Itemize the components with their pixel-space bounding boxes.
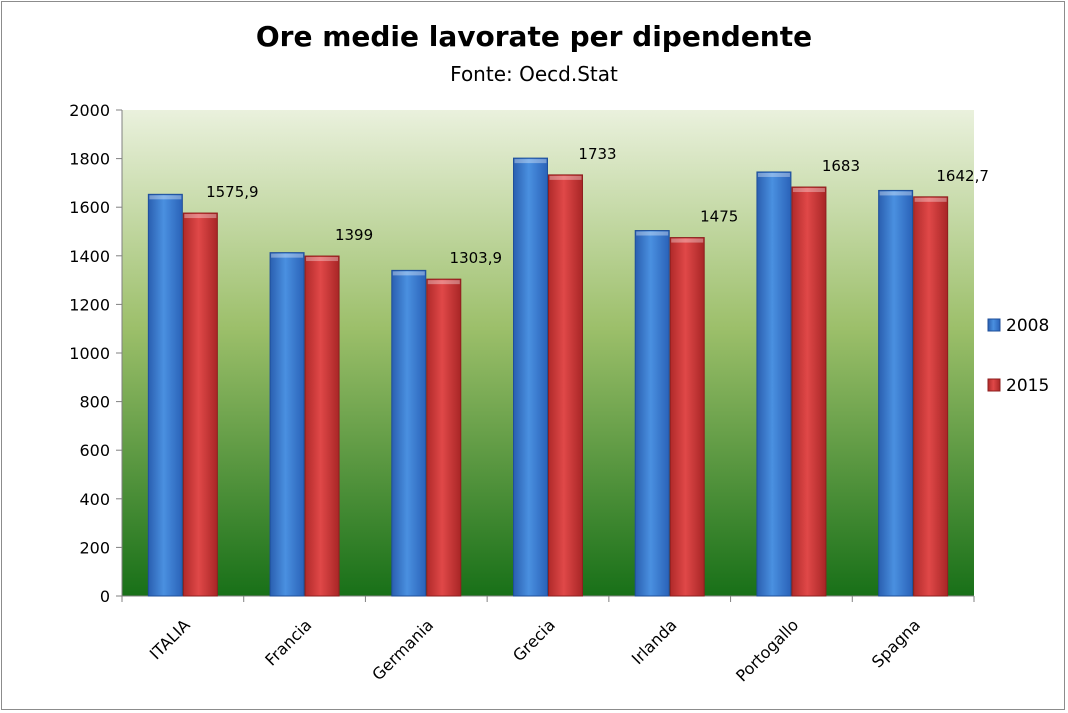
legend: 2008 2015 (987, 316, 1049, 396)
bar-highlight (671, 238, 704, 243)
bar-highlight (757, 172, 790, 177)
data-label: 1733 (578, 145, 616, 163)
y-tick-label: 1400 (69, 247, 110, 266)
bar-highlight (636, 231, 669, 236)
y-tick-label: 600 (79, 441, 110, 460)
x-tick-label: Portogallo (732, 615, 802, 685)
bar-2015-spagna (913, 196, 949, 597)
data-label: 1683 (822, 157, 860, 175)
y-tick-label: 800 (79, 393, 110, 412)
bar-2015-francia (304, 255, 340, 597)
y-tick-label: 200 (79, 538, 110, 557)
legend-swatch-2015 (987, 378, 1001, 392)
bar-highlight (914, 197, 947, 202)
x-tick-label: Germania (368, 615, 437, 684)
chart-title: Ore medie lavorate per dipendente (255, 20, 813, 53)
bar-2015-italia (182, 212, 218, 597)
y-tick-label: 400 (79, 490, 110, 509)
y-tick-label: 1600 (69, 198, 110, 217)
data-label: 1575,9 (206, 183, 259, 201)
y-tick-label: 2000 (69, 101, 110, 120)
bar-2015-irlanda (669, 237, 705, 597)
bar-2008-portogallo (756, 171, 792, 597)
x-tick-label: Grecia (509, 615, 559, 665)
x-tick-label: ITALIA (146, 615, 194, 663)
legend-label-2008: 2008 (1006, 316, 1049, 336)
y-tick-label: 1800 (69, 150, 110, 169)
bar-highlight (549, 175, 582, 180)
bar-highlight (306, 257, 339, 262)
bar-highlight (271, 253, 304, 258)
y-tick-label: 1000 (69, 344, 110, 363)
chart-subtitle: Fonte: Oecd.Stat (450, 62, 618, 86)
data-label: 1303,9 (450, 249, 503, 267)
bar-highlight (184, 214, 217, 219)
bar-2008-spagna (878, 189, 914, 597)
bar-2008-francia (269, 252, 305, 597)
bar-highlight (427, 280, 460, 285)
x-axis-labels: ITALIA Francia Germania Grecia Irlanda Portog… (121, 596, 975, 686)
x-tick-label: Francia (261, 615, 315, 669)
bar-2008-grecia (513, 157, 548, 597)
bar-2015-germania (426, 278, 462, 597)
bar-highlight (514, 159, 547, 164)
x-tick-label: Irlanda (628, 615, 681, 668)
legend-swatch-2008 (987, 318, 1001, 332)
data-label: 1642,7 (936, 167, 989, 185)
data-label: 1399 (335, 226, 373, 244)
bar-2008-germania (391, 269, 427, 597)
legend-label-2015: 2015 (1006, 376, 1049, 396)
y-tick-label: 1200 (69, 295, 110, 314)
bar-2008-irlanda (634, 230, 670, 597)
bars (147, 157, 949, 597)
bar-2008-italia (147, 193, 183, 597)
bar-2015-portogallo (791, 186, 827, 597)
x-tick-label: Spagna (868, 615, 924, 671)
data-labels: 1575,9 1399 1303,9 1733 1475 1683 1642,7 (206, 145, 989, 267)
bar-highlight (792, 188, 825, 193)
y-tick-label: 0 (100, 587, 110, 606)
bar-highlight (392, 271, 425, 276)
bar-highlight (879, 191, 912, 196)
bar-highlight (149, 195, 182, 200)
data-label: 1475 (700, 208, 738, 226)
bar-2015-grecia (548, 174, 583, 597)
y-axis: 0 200 400 600 800 1000 1200 1400 1600 1800 2000 (69, 101, 122, 606)
